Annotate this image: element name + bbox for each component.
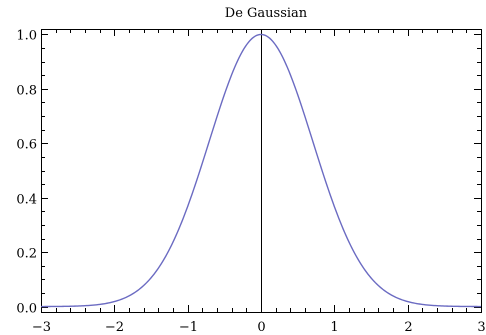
x-tick-label: −2 bbox=[105, 320, 124, 335]
y-tick-label: 1.0 bbox=[16, 29, 37, 44]
chart-title: De Gaussian bbox=[225, 6, 308, 21]
x-tick-label: 3 bbox=[477, 320, 485, 335]
axis-tick-labels: −3 −2 −1 0 1 2 3 0.0 0.2 0.4 0.6 0.8 1.0 bbox=[16, 29, 485, 335]
x-tick-label: 2 bbox=[404, 320, 412, 335]
x-tick-label: −1 bbox=[179, 320, 198, 335]
y-tick-label: 0.6 bbox=[16, 138, 37, 153]
axis-ticks bbox=[41, 29, 482, 312]
x-tick-label: 0 bbox=[257, 320, 265, 335]
x-tick-label: 1 bbox=[330, 320, 338, 335]
x-tick-label: −3 bbox=[32, 320, 51, 335]
y-tick-label: 0.4 bbox=[16, 193, 37, 208]
y-tick-label: 0.8 bbox=[16, 84, 37, 99]
gaussian-curve bbox=[41, 33, 481, 308]
y-tick-label: 0.0 bbox=[16, 302, 37, 317]
y-tick-label: 0.2 bbox=[16, 247, 37, 262]
